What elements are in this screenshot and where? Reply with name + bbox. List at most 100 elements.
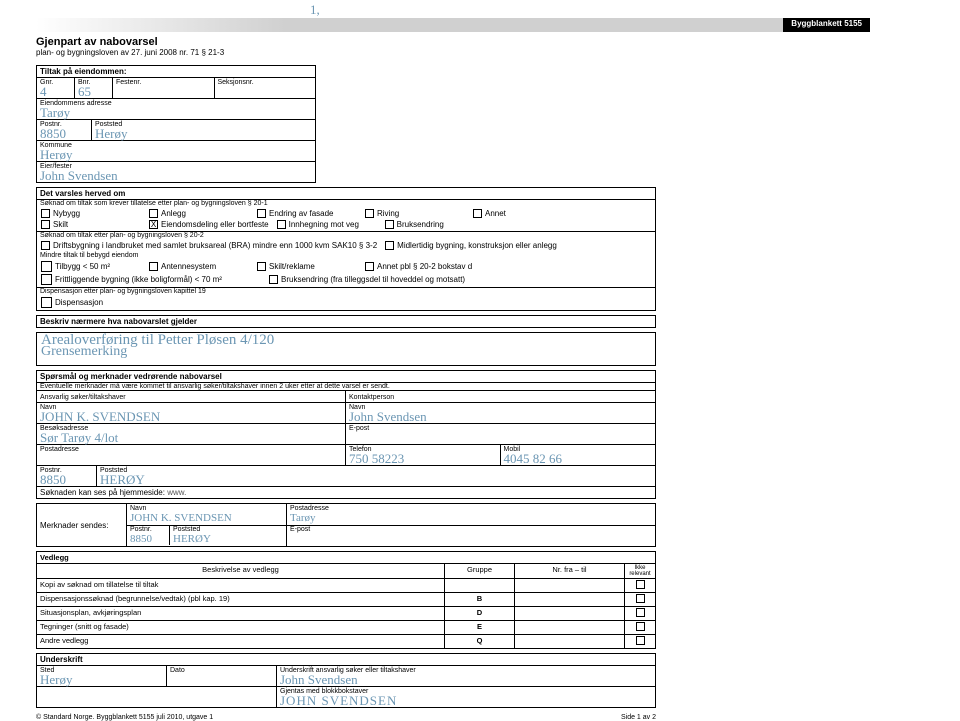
col-nr: Nr. fra – til <box>515 564 625 578</box>
besok-value: Sør Tarøy 4/lot <box>40 432 342 443</box>
row-chk[interactable] <box>625 579 655 592</box>
row-chk[interactable] <box>625 607 655 620</box>
sted-label: Sted <box>40 667 163 674</box>
checkbox[interactable] <box>149 209 158 218</box>
checkbox[interactable] <box>365 209 374 218</box>
eier-value: John Svendsen <box>40 170 312 181</box>
opt-eiendomsdeling: Eiendomsdeling eller bortfeste <box>161 220 269 229</box>
row-chk[interactable] <box>625 593 655 606</box>
opt-antenne: Antennesystem <box>161 262 216 271</box>
checkbox[interactable] <box>41 241 50 250</box>
checkbox[interactable] <box>385 220 394 229</box>
checkbox[interactable] <box>365 262 374 271</box>
checkbox[interactable] <box>149 262 158 271</box>
bnr-value: 65 <box>78 86 109 97</box>
www-text: www. <box>167 488 186 497</box>
notice-sub2b: Mindre tiltak til bebygd eiendom <box>37 252 655 259</box>
col-desc: Beskrivelse av vedlegg <box>37 564 445 578</box>
opt-bruksendring: Bruksendring <box>397 220 444 229</box>
checkbox[interactable] <box>41 297 52 308</box>
checkbox[interactable] <box>41 274 52 285</box>
epost-label: E-post <box>349 425 652 432</box>
checkbox[interactable] <box>257 209 266 218</box>
postadr-label: Postadresse <box>40 446 342 453</box>
kommune-value: Herøy <box>40 149 312 160</box>
notice-heading: Det varsles herved om <box>37 188 655 199</box>
m-poststed: HERØY <box>173 533 211 545</box>
checkbox[interactable] <box>473 209 482 218</box>
property-section: Tiltak på eiendommen: Gnr.4 Bnr.65 Feste… <box>36 65 316 183</box>
header-bar: Byggblankett 5155 <box>36 18 870 32</box>
opt-annet-pbl: Annet pbl § 20-2 bokstav d <box>377 262 472 271</box>
opt-annet: Annet <box>485 209 506 218</box>
dato-label: Dato <box>170 667 273 674</box>
poststed-label2: Poststed <box>100 467 652 474</box>
checkbox[interactable] <box>41 220 50 229</box>
opt-driftsbygning: Driftsbygning i landbruket med samlet br… <box>53 241 377 250</box>
opt-skiltreklame: Skilt/reklame <box>269 262 315 271</box>
contact-section: Spørsmål og merknader vedrørende nabovar… <box>36 370 656 499</box>
seksjon-label: Seksjonsnr. <box>218 79 313 86</box>
checkbox[interactable] <box>41 261 52 272</box>
contact-heading: Spørsmål og merknader vedrørende nabovar… <box>37 371 655 382</box>
vedlegg-heading: Vedlegg <box>37 552 655 563</box>
m-navn-label: Navn <box>130 505 283 512</box>
row-chk[interactable] <box>625 635 655 648</box>
hjemmeside-label: Søknaden kan ses på hjemmeside: <box>40 488 165 497</box>
describe-text-box[interactable]: Arealoverføring til Petter Pløsen 4/120 … <box>36 332 656 366</box>
page-title: Gjenpart av nabovarsel <box>36 36 656 48</box>
opt-tilbygg: Tilbygg < 50 m² <box>55 262 110 271</box>
notice-sub1: Søknad om tiltak som krever tillatelse e… <box>37 199 655 207</box>
opt-midlertidig: Midlertidig bygning, konstruksjon eller … <box>397 241 557 250</box>
kontakt-navn: John Svendsen <box>349 411 652 422</box>
m-postnr-label: Postnr. <box>130 526 169 533</box>
table-row: Dispensasjonssøknad (begrunnelse/vedtak)… <box>37 592 655 606</box>
gnr-value: 4 <box>40 86 71 97</box>
m-postadr-label: Postadresse <box>290 505 652 512</box>
notice-sub2: Søknad om tiltak etter plan- og bygnings… <box>37 231 655 239</box>
describe-heading: Beskriv nærmere hva nabovarslet gjelder <box>37 316 655 327</box>
property-heading: Tiltak på eiendommen: <box>37 66 315 77</box>
col-irrelevant: Ikke relevant <box>625 564 655 578</box>
checkbox[interactable] <box>41 209 50 218</box>
row-desc: Situasjonsplan, avkjøringsplan <box>37 607 445 620</box>
describe-section: Beskriv nærmere hva nabovarslet gjelder <box>36 315 656 328</box>
checkbox[interactable] <box>385 241 394 250</box>
table-row: Tegninger (snitt og fasade)E <box>37 620 655 634</box>
postnr-value: 8850 <box>40 128 88 139</box>
checkbox-checked[interactable]: X <box>149 220 158 229</box>
checkbox[interactable] <box>277 220 286 229</box>
page-number-handwritten: 1, <box>310 4 320 15</box>
m-postadr: Tarøy <box>290 512 652 524</box>
row-chk[interactable] <box>625 621 655 634</box>
sign1-label: Underskrift ansvarlig søker eller tiltak… <box>280 667 652 674</box>
checkbox[interactable] <box>257 262 266 271</box>
row-group <box>445 579 515 592</box>
notice-sub3: Dispensasjon etter plan- og bygningslove… <box>37 287 655 295</box>
checkbox[interactable] <box>269 275 278 284</box>
merknader-label: Merknader sendes: <box>40 521 108 530</box>
sign2-label: Gjentas med blokkbokstaver <box>280 688 652 695</box>
table-row: Kopi av søknad om tillatelse til tiltak <box>37 578 655 592</box>
opt-dispensasjon: Dispensasjon <box>55 298 103 307</box>
row-group: E <box>445 621 515 634</box>
festenr-label: Festenr. <box>116 79 211 86</box>
opt-nybygg: Nybygg <box>53 209 80 218</box>
row-nr <box>515 579 625 592</box>
tel-value: 750 58223 <box>349 453 497 464</box>
row-group: D <box>445 607 515 620</box>
row-nr <box>515 635 625 648</box>
kommune-label: Kommune <box>40 142 312 149</box>
attachments-table: Vedlegg Beskrivelse av vedlegg Gruppe Nr… <box>36 551 656 649</box>
table-row: Situasjonsplan, avkjøringsplanD <box>37 606 655 620</box>
m-epost-label: E-post <box>290 526 652 533</box>
opt-anlegg: Anlegg <box>161 209 186 218</box>
m-poststed-label: Poststed <box>173 526 211 533</box>
address-label: Eiendommens adresse <box>40 100 312 107</box>
col-group: Gruppe <box>445 564 515 578</box>
m-navn: JOHN K. SVENDSEN <box>130 512 283 524</box>
signature-heading: Underskrift <box>37 654 655 665</box>
row-desc: Andre vedlegg <box>37 635 445 648</box>
notice-options-1: Nybygg Anlegg Endring av fasade Riving A… <box>37 207 655 231</box>
opt-riving: Riving <box>377 209 399 218</box>
